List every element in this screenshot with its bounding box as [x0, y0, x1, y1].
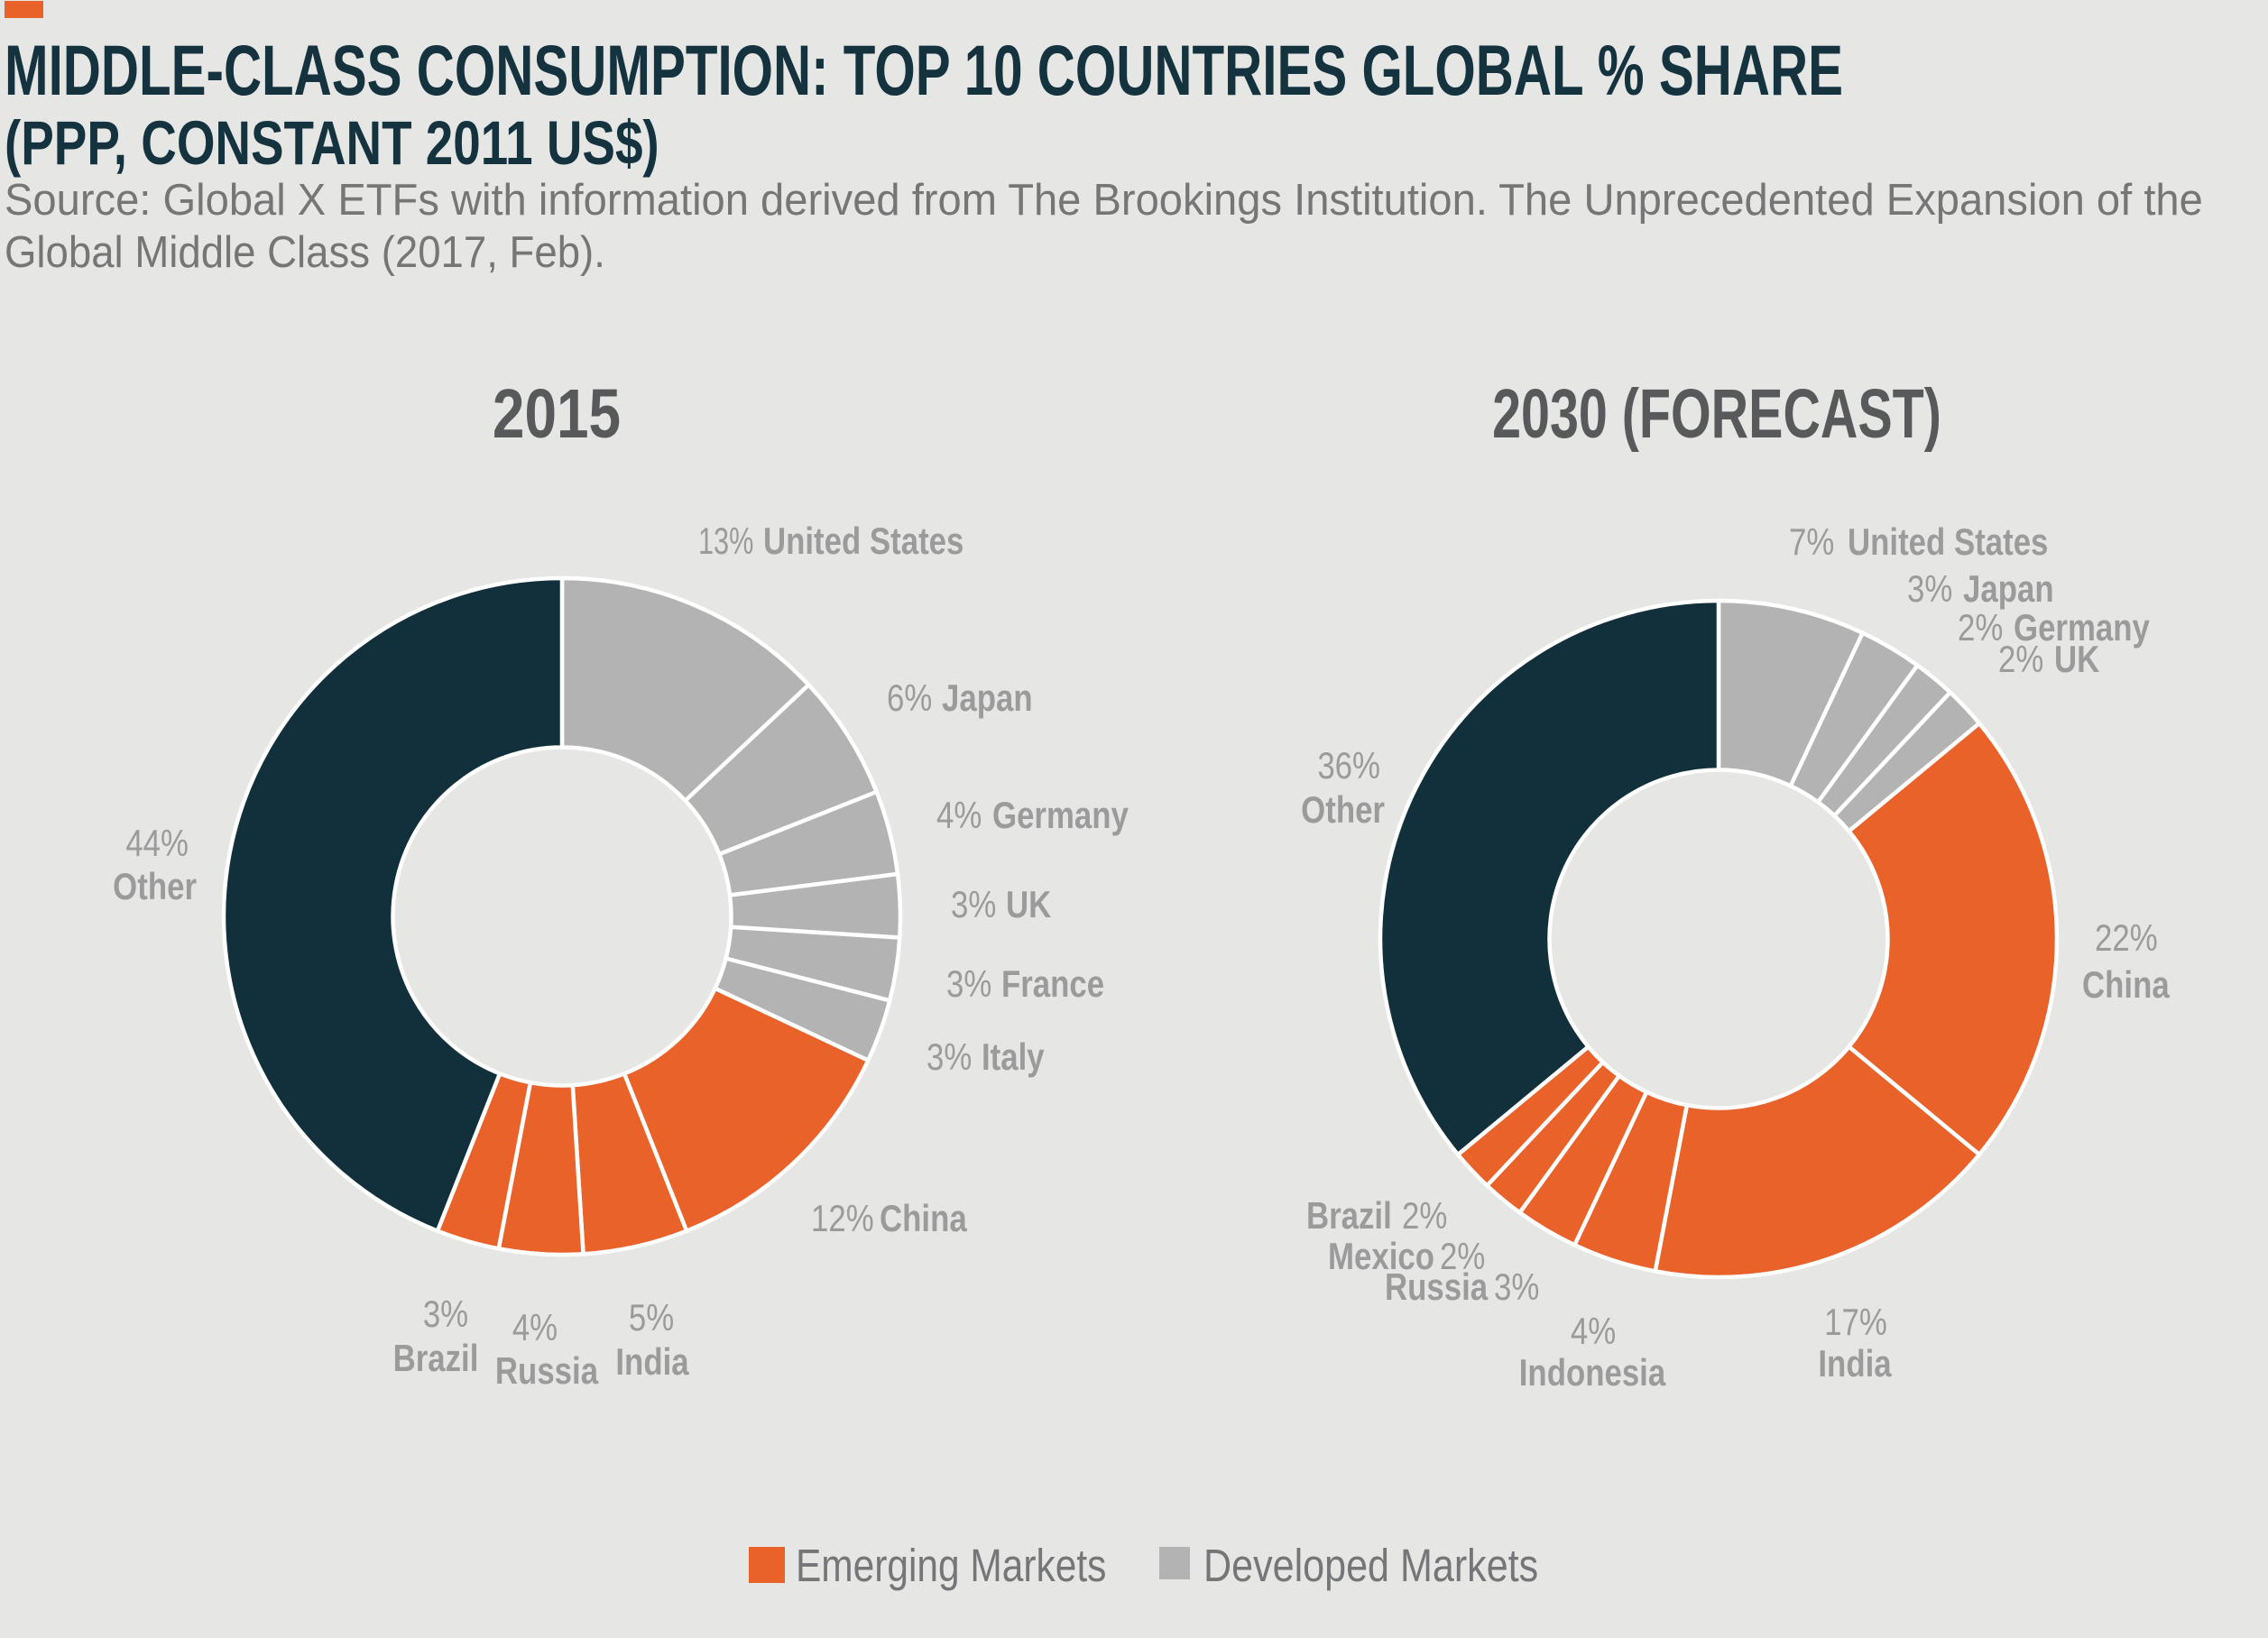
- svg-text:2030 (FORECAST): 2030 (FORECAST): [1492, 376, 1941, 453]
- svg-text:4%: 4%: [512, 1307, 558, 1349]
- svg-text:3%: 3%: [951, 884, 996, 926]
- svg-text:Indonesia: Indonesia: [1519, 1352, 1666, 1394]
- svg-text:(PPP, CONSTANT 2011 US$): (PPP, CONSTANT 2011 US$): [5, 109, 659, 178]
- svg-text:Source: Global X ETFs with inf: Source: Global X ETFs with information d…: [5, 175, 2203, 225]
- svg-text:36%: 36%: [1317, 745, 1380, 787]
- svg-text:2%: 2%: [1958, 607, 2003, 649]
- svg-text:22%: 22%: [2095, 917, 2158, 960]
- svg-text:UK: UK: [1006, 884, 1051, 926]
- svg-text:13%: 13%: [698, 520, 753, 562]
- svg-text:Brazil: Brazil: [1306, 1195, 1392, 1238]
- svg-text:Other: Other: [1301, 789, 1385, 832]
- svg-text:Germany: Germany: [992, 795, 1129, 837]
- svg-text:3%: 3%: [946, 963, 991, 1006]
- svg-text:Global Middle Class (2017, Feb: Global Middle Class (2017, Feb).: [5, 228, 605, 278]
- svg-text:Emerging Markets: Emerging Markets: [796, 1540, 1106, 1591]
- svg-text:France: France: [1001, 963, 1104, 1006]
- svg-text:7%: 7%: [1789, 521, 1834, 564]
- svg-text:China: China: [2082, 964, 2170, 1007]
- svg-text:2015: 2015: [493, 374, 621, 452]
- svg-text:China: China: [880, 1198, 967, 1240]
- svg-text:UK: UK: [2054, 639, 2099, 681]
- svg-text:India: India: [1818, 1343, 1892, 1385]
- svg-text:3%: 3%: [927, 1036, 972, 1079]
- svg-text:4%: 4%: [936, 795, 982, 837]
- svg-text:6%: 6%: [887, 677, 932, 720]
- svg-text:Brazil: Brazil: [393, 1338, 479, 1380]
- svg-text:2%: 2%: [1440, 1236, 1485, 1278]
- svg-text:Japan: Japan: [942, 677, 1033, 720]
- svg-text:2%: 2%: [1998, 639, 2043, 681]
- svg-text:Italy: Italy: [982, 1036, 1045, 1079]
- svg-text:India: India: [615, 1341, 689, 1384]
- svg-text:United States: United States: [1848, 521, 2048, 564]
- svg-text:Other: Other: [113, 866, 197, 908]
- svg-text:Mexico: Mexico: [1328, 1236, 1434, 1278]
- svg-text:5%: 5%: [629, 1297, 674, 1339]
- svg-text:2%: 2%: [1402, 1195, 1447, 1238]
- svg-text:12%: 12%: [811, 1198, 874, 1240]
- svg-text:Japan: Japan: [1963, 568, 2054, 611]
- svg-text:4%: 4%: [1571, 1311, 1616, 1353]
- svg-text:44%: 44%: [125, 823, 189, 865]
- svg-text:3%: 3%: [1494, 1266, 1539, 1309]
- svg-text:Germany: Germany: [2014, 607, 2150, 649]
- svg-text:Developed Markets: Developed Markets: [1203, 1541, 1538, 1592]
- svg-text:Russia: Russia: [1385, 1266, 1489, 1309]
- svg-text:MIDDLE-CLASS CONSUMPTION: TOP: MIDDLE-CLASS CONSUMPTION: TOP 10 COUNTRI…: [5, 30, 1843, 110]
- svg-text:17%: 17%: [1824, 1302, 1887, 1344]
- svg-text:3%: 3%: [1907, 568, 1952, 611]
- svg-text:United States: United States: [763, 520, 963, 563]
- svg-text:Russia: Russia: [495, 1350, 599, 1393]
- svg-text:3%: 3%: [423, 1293, 468, 1336]
